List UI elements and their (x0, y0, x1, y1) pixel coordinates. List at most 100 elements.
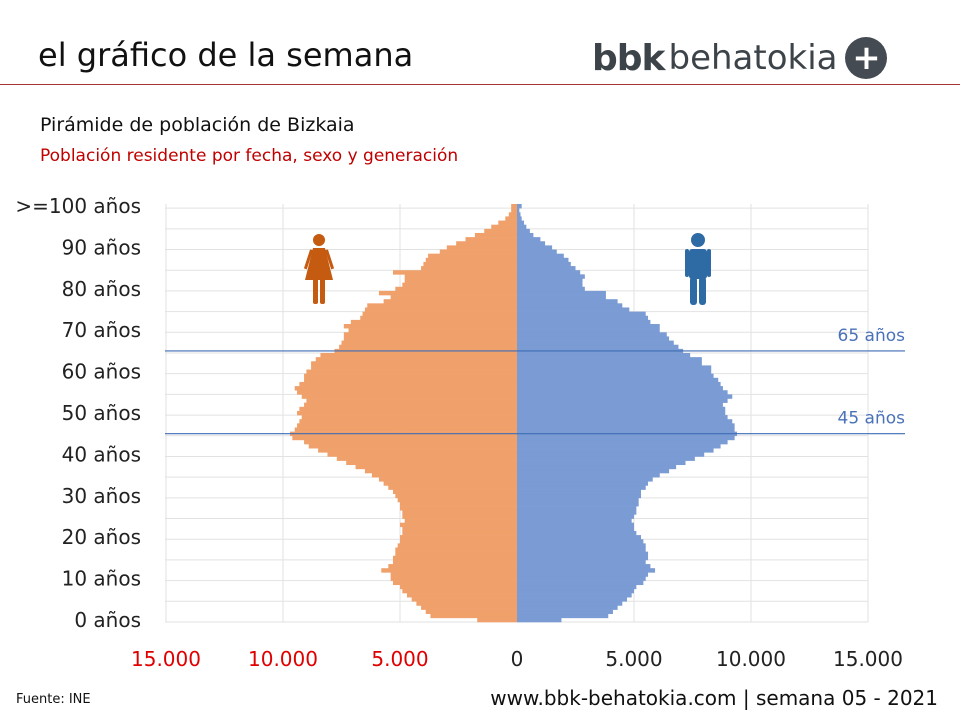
men-bar-age-6 (517, 593, 632, 598)
women-bar-age-8 (400, 584, 517, 590)
plus-icon: + (845, 37, 888, 79)
women-bar-age-17 (395, 547, 517, 552)
women-bar-age-5 (411, 597, 517, 602)
women-bar-age-68 (343, 336, 517, 341)
men-bar-age-49 (517, 415, 728, 420)
women-bar-age-89 (439, 249, 517, 254)
men-bar-age-66 (517, 344, 679, 350)
men-bar-age-40 (517, 452, 705, 457)
chart-title: Pirámide de población de Bizkaia (40, 114, 355, 136)
men-bar-age-3 (517, 605, 618, 610)
women-bar-age-33 (383, 481, 517, 486)
men-bar-age-86 (517, 261, 571, 267)
women-bar-age-61 (311, 365, 517, 370)
men-bar-age-18 (517, 543, 646, 548)
women-bar-age-23 (400, 522, 517, 528)
women-bar-age-94 (484, 228, 517, 234)
women-bar-age-60 (306, 369, 517, 374)
woman-icon (303, 234, 335, 304)
women-bar-age-46 (294, 427, 517, 432)
source-note: Fuente: INE (16, 692, 91, 707)
women-bar-age-30 (395, 493, 517, 499)
women-bar-age-18 (397, 543, 517, 548)
women-bar-age-39 (336, 456, 517, 461)
women-bar-age-96 (498, 220, 517, 225)
men-bar-age-55 (517, 390, 728, 395)
women-bar-age-72 (350, 319, 517, 325)
men-bar-age-24 (517, 518, 632, 523)
men-bar-age-28 (517, 501, 639, 507)
women-bar-age-4 (416, 601, 517, 606)
x-tick-label-left: 15.000 (131, 647, 201, 671)
women-bar-age-50 (297, 410, 517, 416)
women-bar-age-76 (367, 303, 517, 308)
women-bar-age-13 (388, 564, 517, 569)
y-tick-label: 90 años (62, 235, 141, 259)
men-bar-age-100 (517, 204, 522, 209)
men-bar-age-91 (517, 241, 546, 246)
women-bar-age-37 (355, 464, 517, 470)
women-bar-age-36 (364, 468, 517, 474)
y-tick-label: 20 años (62, 525, 141, 549)
men-bar-age-38 (517, 460, 686, 466)
women-bar-age-78 (390, 295, 517, 300)
men-bar-age-63 (517, 357, 702, 362)
women-bar-age-43 (304, 439, 517, 445)
men-bar-age-70 (517, 328, 660, 333)
women-bar-age-82 (404, 278, 517, 283)
women-bar-age-38 (346, 460, 517, 466)
men-bar-age-30 (517, 493, 642, 499)
women-bar-age-22 (402, 526, 517, 532)
men-bar-age-39 (517, 456, 695, 461)
women-bar-age-25 (402, 514, 517, 519)
women-bar-age-31 (392, 489, 517, 495)
women-bar-age-16 (395, 551, 517, 557)
men-bar-age-47 (517, 423, 735, 428)
y-tick-label: >=100 años (15, 194, 141, 218)
women-bar-age-92 (465, 237, 517, 242)
men-bar-age-5 (517, 597, 627, 602)
women-bar-age-99 (511, 208, 517, 213)
footer-site-week: www.bbk-behatokia.com | semana 05 - 2021 (490, 686, 938, 710)
men-bar-age-87 (517, 257, 569, 263)
y-tick-label: 10 años (62, 567, 141, 591)
men-bar-age-43 (517, 439, 728, 445)
men-bar-age-21 (517, 530, 637, 536)
men-bar-age-71 (517, 324, 660, 329)
men-bar-age-69 (517, 332, 667, 337)
men-bar-age-95 (517, 224, 527, 230)
women-bar-age-84 (392, 270, 517, 275)
men-bar-age-4 (517, 601, 623, 606)
men-bar-age-9 (517, 580, 644, 586)
women-bar-age-14 (392, 559, 517, 565)
men-bar-age-27 (517, 506, 637, 511)
logo-behatokia: behatokia (668, 38, 838, 78)
women-bar-age-86 (423, 261, 517, 267)
bbk-behatokia-logo: bbk behatokia + (592, 37, 888, 79)
men-bar-age-85 (517, 266, 576, 271)
women-bar-age-0 (477, 617, 517, 623)
men-bar-age-22 (517, 526, 634, 532)
men-bar-age-67 (517, 340, 674, 346)
men-bar-age-64 (517, 352, 691, 358)
women-bar-age-12 (381, 568, 517, 573)
women-bar-age-28 (400, 501, 517, 507)
chart-subtitle: Población residente por fecha, sexo y ge… (40, 146, 459, 166)
women-bar-age-66 (339, 344, 517, 350)
men-bar-age-82 (517, 278, 583, 283)
men-bar-age-14 (517, 559, 646, 565)
header-divider (0, 84, 960, 85)
women-bar-age-67 (341, 340, 517, 346)
women-bar-age-81 (402, 282, 517, 288)
women-bar-age-6 (407, 593, 517, 598)
men-bar-age-32 (517, 485, 646, 490)
women-bar-age-58 (304, 377, 517, 383)
men-bar-age-99 (517, 208, 520, 213)
men-bar-age-53 (517, 398, 728, 403)
women-bar-age-24 (404, 518, 517, 523)
men-bar-age-96 (517, 220, 525, 225)
population-pyramid-chart: 65 años 45 años 0 años 10 años 20 años 30 año… (15, 194, 905, 671)
women-bar-age-88 (428, 253, 517, 259)
men-bar-age-34 (517, 477, 653, 482)
